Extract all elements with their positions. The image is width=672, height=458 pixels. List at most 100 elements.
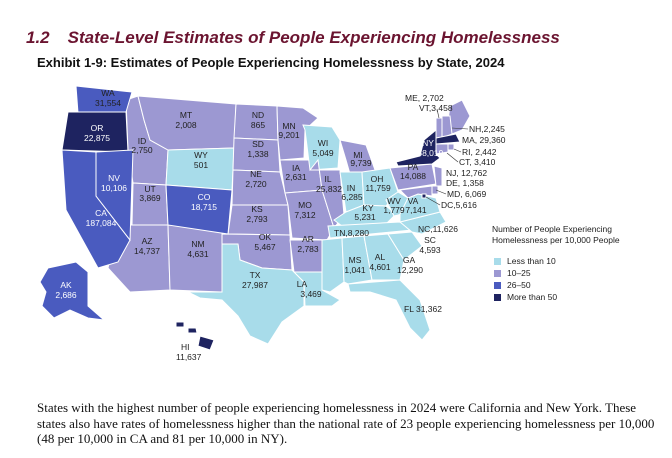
label-DE: DE, 1,358 (446, 178, 484, 188)
legend-title-line2: Homelessness per 10,000 People (492, 235, 620, 245)
map-legend: Number of People Experiencing Homelessne… (492, 224, 620, 303)
label-CT: CT, 3,410 (459, 157, 496, 167)
label-IL-name: IL (324, 174, 331, 184)
state-NY (395, 128, 441, 167)
label-AZ-value: 14,737 (134, 246, 160, 256)
state-NH (441, 115, 453, 139)
section-heading: 1.2 State-Level Estimates of People Exper… (26, 28, 560, 48)
state-NJ (433, 165, 443, 187)
label-NY-name: NY (422, 138, 434, 148)
label-MT-name: MT (180, 110, 192, 120)
label-NE-name: NE (250, 169, 262, 179)
label-MA: MA, 29,360 (462, 135, 506, 145)
legend-label: Less than 10 (507, 256, 556, 266)
legend-swatch-more-than-50 (494, 293, 501, 301)
state-GA (363, 233, 405, 281)
label-NE-value: 2,720 (245, 179, 267, 189)
label-OR-value: 22,875 (84, 133, 110, 143)
label-MD: MD, 6,069 (447, 189, 486, 199)
section-title: State-Level Estimates of People Experien… (67, 28, 560, 47)
label-OH-value: 11,759 (365, 183, 391, 193)
label-SD-name: SD (252, 139, 264, 149)
state-TX (187, 243, 305, 345)
label-VA-value: 7,141 (405, 205, 427, 215)
legend-title-line1: Number of People Experiencing (492, 224, 613, 234)
legend-item: 10–25 (494, 267, 620, 279)
state-HI (175, 321, 215, 351)
label-AL-name: AL (375, 252, 386, 262)
label-MO-name: MO (298, 200, 312, 210)
state-NV (95, 149, 134, 242)
label-SD-value: 1,338 (247, 149, 269, 159)
label-CA-name: CA (95, 208, 107, 218)
label-WI-name: WI (318, 138, 328, 148)
state-CO (165, 184, 233, 235)
label-LA-name: LA (297, 279, 308, 289)
label-KS-value: 2,793 (246, 214, 268, 224)
label-UT-name: UT (144, 184, 155, 194)
label-PA-name: PA (408, 162, 419, 172)
label-AL-value: 4,601 (369, 262, 391, 272)
us-homelessness-map: WA 31,554 OR 22,875 CA 187,084 NV 10,106… (39, 85, 506, 362)
label-HI-name: HI (181, 342, 190, 352)
label-GA-name: GA (403, 255, 416, 265)
state-RI (447, 143, 455, 151)
label-AK-name: AK (60, 280, 72, 290)
label-MN-value: 9,201 (278, 130, 300, 140)
label-WA-value: 31,554 (95, 98, 121, 108)
label-TX-value: 27,987 (242, 280, 268, 290)
label-MS-value: 1,041 (344, 265, 366, 275)
legend-swatch-26-50 (494, 281, 501, 289)
legend-label: More than 50 (507, 292, 558, 302)
leader-CT (446, 152, 459, 163)
legend-label: 26–50 (507, 280, 531, 290)
label-IN-name: IN (347, 183, 356, 193)
legend-title: Number of People Experiencing Homelessne… (492, 224, 620, 246)
label-HI-value: 11,637 (176, 352, 202, 362)
state-VT (435, 117, 443, 139)
label-WV-name: WV (387, 196, 401, 206)
legend-item: More than 50 (494, 291, 620, 303)
label-FL: FL 31,362 (404, 304, 442, 314)
summary-paragraph: States with the highest number of people… (37, 400, 655, 446)
label-MO-value: 7,312 (294, 210, 316, 220)
label-KY-name: KY (362, 203, 374, 213)
state-SC (387, 231, 423, 261)
label-NV-name: NV (108, 173, 120, 183)
state-WI (302, 124, 341, 171)
state-MN (276, 105, 319, 161)
label-ND-value: 865 (251, 120, 265, 130)
label-GA-value: 12,290 (397, 265, 423, 275)
legend-swatch-10-25 (494, 269, 501, 277)
label-VT: VT,3,458 (419, 103, 453, 113)
label-CA-value: 187,084 (86, 218, 117, 228)
label-LA-value: 3,469 (300, 289, 322, 299)
legend-item: Less than 10 (494, 255, 620, 267)
label-MS-name: MS (349, 255, 362, 265)
label-AZ-name: AZ (142, 236, 153, 246)
label-OH-name: OH (371, 174, 384, 184)
label-ID-name: ID (138, 136, 147, 146)
label-NV-value: 10,106 (101, 183, 127, 193)
label-UT-value: 3,869 (139, 193, 161, 203)
leader-NH (451, 127, 469, 130)
label-WV-value: 1,779 (383, 205, 405, 215)
label-NM-name: NM (191, 239, 204, 249)
label-OK-value: 5,467 (254, 242, 276, 252)
label-SC-name: SC (424, 235, 436, 245)
label-NY-value: 158,019 (413, 148, 444, 158)
label-WY-value: 501 (194, 160, 208, 170)
leader-MD (435, 189, 447, 195)
label-MN-name: MN (282, 121, 295, 131)
label-KY-value: 5,231 (354, 212, 376, 222)
label-IN-value: 6,285 (341, 192, 363, 202)
label-VA-name: VA (408, 196, 419, 206)
state-DC (421, 193, 427, 199)
label-ND-name: ND (252, 110, 264, 120)
label-IL-value: 25,832 (316, 184, 342, 194)
label-NH: NH,2,245 (469, 124, 505, 134)
state-AL (341, 235, 373, 285)
label-IA-value: 2,631 (285, 172, 307, 182)
state-DE (431, 185, 439, 195)
label-AR-name: AR (302, 234, 314, 244)
